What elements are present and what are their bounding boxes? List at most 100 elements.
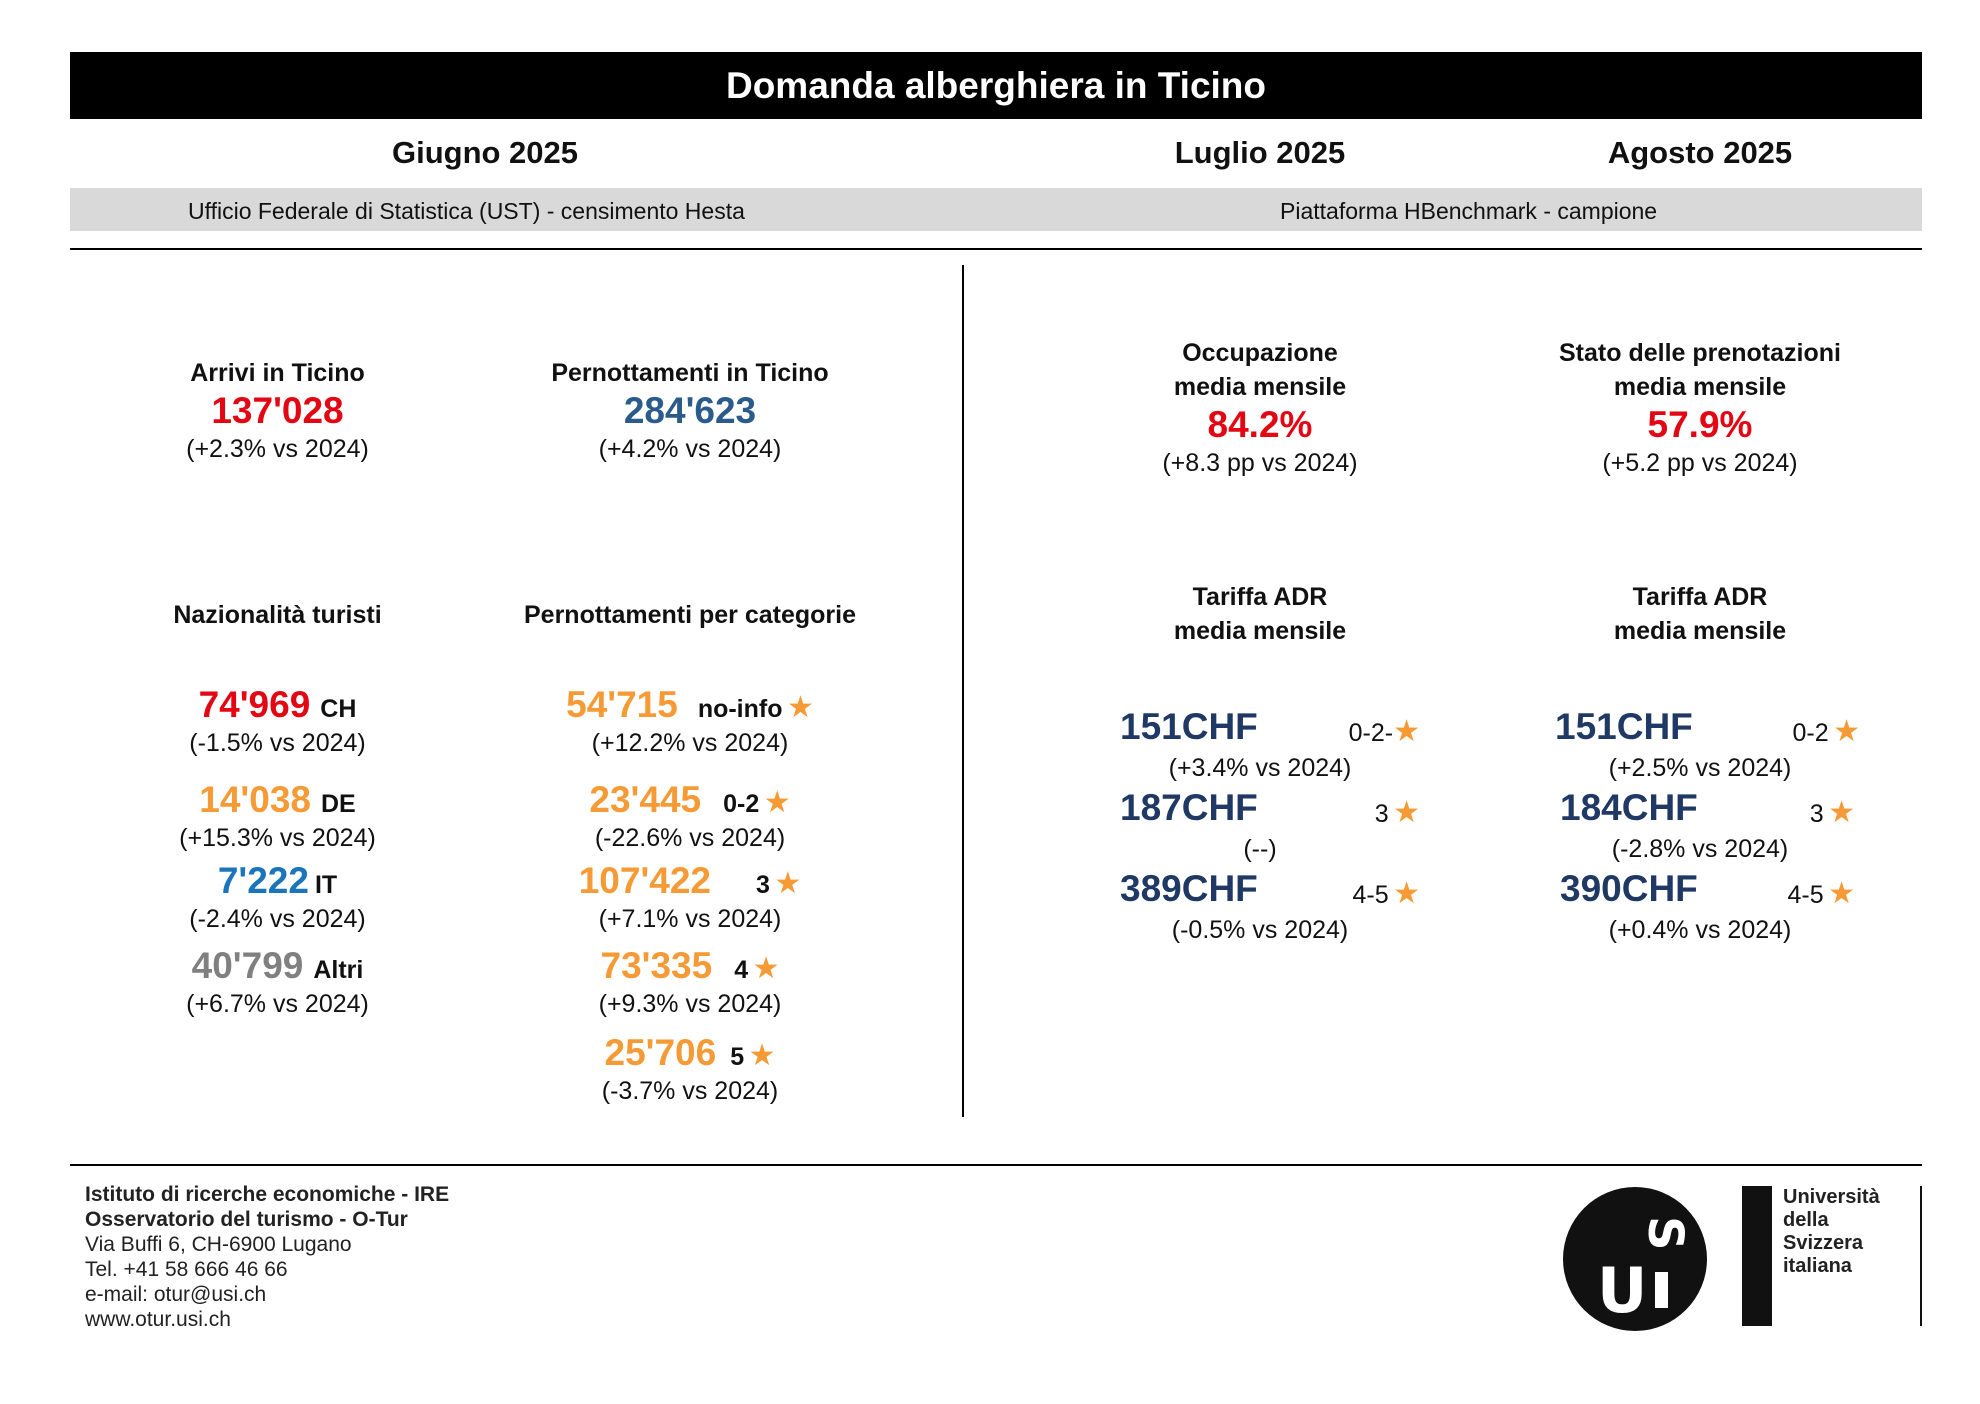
category-3-value: 107'422 [578,860,711,901]
source-bar [70,188,1922,231]
category-02-value: 23'445 [589,779,702,820]
bookings-value: 57.9% [1647,404,1753,445]
footer-email: e-mail: otur@usi.ch [85,1283,267,1306]
category-noinfo-cat: no-info [697,695,783,723]
category-3-change: (+7.1% vs 2024) [598,905,782,933]
adr-august-change-2: (-2.8% vs 2024) [1611,835,1789,863]
adr-august-row-1: 151CHF 0-2 ★ [1555,706,1865,750]
adr-july-label-2: media mensile [1173,617,1347,645]
categories-label: Pernottamenti per categorie [523,601,857,629]
occupancy-label-1: Occupazione [1182,339,1338,367]
overnights-block: Pernottamenti in Ticino 284'623 (+4.2% v… [490,356,890,466]
star-icon: ★ [1828,796,1855,829]
adr-august-change-1: (+2.5% vs 2024) [1608,754,1792,782]
nationality-de-code: DE [320,790,356,818]
star-icon: ★ [1833,715,1860,748]
nationality-de: 14'038 DE (+15.3% vs 2024) [120,779,435,855]
adr-august-value-1: 151CHF [1555,706,1693,747]
category-5: 25'706 5 ★ (-3.7% vs 2024) [490,1032,890,1108]
adr-august-label: Tariffa ADR media mensile [1520,580,1880,648]
usi-name-4: italiana [1783,1255,1852,1277]
bookings-block: Stato delle prenotazioni media mensile 5… [1520,336,1880,480]
nationality-ch-code: CH [320,695,357,723]
category-5-cat: 5 [730,1043,745,1071]
nationality-ch-value: 74'969 [198,684,311,725]
month-july: Luglio 2025 [1174,135,1346,170]
star-icon: ★ [1393,796,1420,829]
footer-website: www.otur.usi.ch [85,1308,231,1331]
nationality-label: Nazionalità turisti [173,601,382,629]
overnights-value: 284'623 [623,390,757,431]
nationality-de-change: (+15.3% vs 2024) [179,824,376,852]
footer-address: Istituto di ricerche economiche - IRE Os… [85,1182,449,1332]
nationality-altri-value: 40'799 [191,945,304,986]
star-icon: ★ [1828,877,1855,910]
adr-july-value-1: 151CHF [1120,706,1258,747]
adr-july-value-3: 389CHF [1120,868,1258,909]
source-left: Ufficio Federale di Statistica (UST) - c… [188,198,745,224]
star-icon: ★ [752,952,780,985]
adr-july-change-2: (--) [1243,835,1277,863]
occupancy-change: (+8.3 pp vs 2024) [1162,449,1358,477]
usi-name-1: Università [1783,1186,1880,1208]
arrivals-value: 137'028 [211,390,344,431]
month-august: Agosto 2025 [1607,135,1793,170]
arrivals-change: (+2.3% vs 2024) [186,435,369,463]
month-june: Giugno 2025 [391,135,579,170]
star-icon: ★ [748,1039,776,1072]
adr-august-label-1: Tariffa ADR [1632,583,1768,611]
star-icon: ★ [763,786,791,819]
svg-text:S: S [1637,1216,1693,1251]
footer-institute: Istituto di ricerche economiche - IRE [85,1183,450,1206]
adr-august-change-3: (+0.4% vs 2024) [1608,916,1792,944]
usi-logo-bar [1742,1186,1772,1326]
usi-name-3: Svizzera [1783,1232,1864,1254]
category-4-cat: 4 [734,956,749,984]
category-4-change: (+9.3% vs 2024) [598,990,782,1018]
category-5-change: (-3.7% vs 2024) [601,1077,779,1105]
nationality-ch: 74'969 CH (-1.5% vs 2024) [120,684,435,760]
adr-july-change-1: (+3.4% vs 2024) [1168,754,1352,782]
category-noinfo: 54'715 no-info ★ (+12.2% vs 2024) [490,684,890,760]
occupancy-block: Occupazione media mensile 84.2% (+8.3 pp… [1090,336,1430,480]
adr-august-value-3: 390CHF [1560,868,1698,909]
nationality-altri-code: Altri [313,956,364,984]
category-02-cat: 0-2 [723,790,760,818]
nationality-it-code: IT [314,871,338,899]
page-title: Domanda alberghiera in Ticino [70,52,1922,119]
category-noinfo-change: (+12.2% vs 2024) [591,729,789,757]
usi-name: Università della Svizzera italiana [1783,1186,1880,1278]
usi-name-2: della [1783,1209,1829,1231]
divider-vertical [962,265,964,1117]
adr-july-row-2: 187CHF 3 ★ [1120,787,1420,831]
nationality-ch-change: (-1.5% vs 2024) [189,729,366,757]
adr-july-cat-3: 4-5 [1352,881,1389,909]
adr-july-cat-1: 0-2- [1348,719,1394,747]
nationality-altri-change: (+6.7% vs 2024) [186,990,369,1018]
adr-july-value-2: 187CHF [1120,787,1258,828]
adr-july-row-3: 389CHF 4-5 ★ [1120,868,1420,912]
nationality-it-change: (-2.4% vs 2024) [189,905,366,933]
overnights-label: Pernottamenti in Ticino [551,359,829,387]
adr-august-label-2: media mensile [1613,617,1787,645]
occupancy-value: 84.2% [1207,404,1313,445]
category-3-cat: 3 [756,871,770,899]
usi-logo-icon: U S [1563,1187,1707,1331]
star-icon: ★ [1393,715,1420,748]
divider-top [70,248,1922,250]
bookings-change: (+5.2 pp vs 2024) [1602,449,1798,477]
category-3: 107'422 3 ★ (+7.1% vs 2024) [490,860,890,936]
bookings-label-2: media mensile [1613,373,1787,401]
usi-logo-divider [1920,1186,1922,1326]
category-noinfo-value: 54'715 [566,684,678,725]
star-icon: ★ [786,691,814,724]
category-5-value: 25'706 [604,1032,717,1073]
adr-august-row-3: 390CHF 4-5 ★ [1560,868,1865,912]
arrivals-label: Arrivi in Ticino [190,359,365,387]
adr-august-cat-3: 4-5 [1787,881,1824,909]
star-icon: ★ [774,867,802,900]
footer-phone: Tel. +41 58 666 46 66 [85,1258,288,1281]
category-4: 73'335 4 ★ (+9.3% vs 2024) [490,945,890,1021]
adr-july-label: Tariffa ADR media mensile [1090,580,1430,648]
occupancy-label-2: media mensile [1173,373,1347,401]
